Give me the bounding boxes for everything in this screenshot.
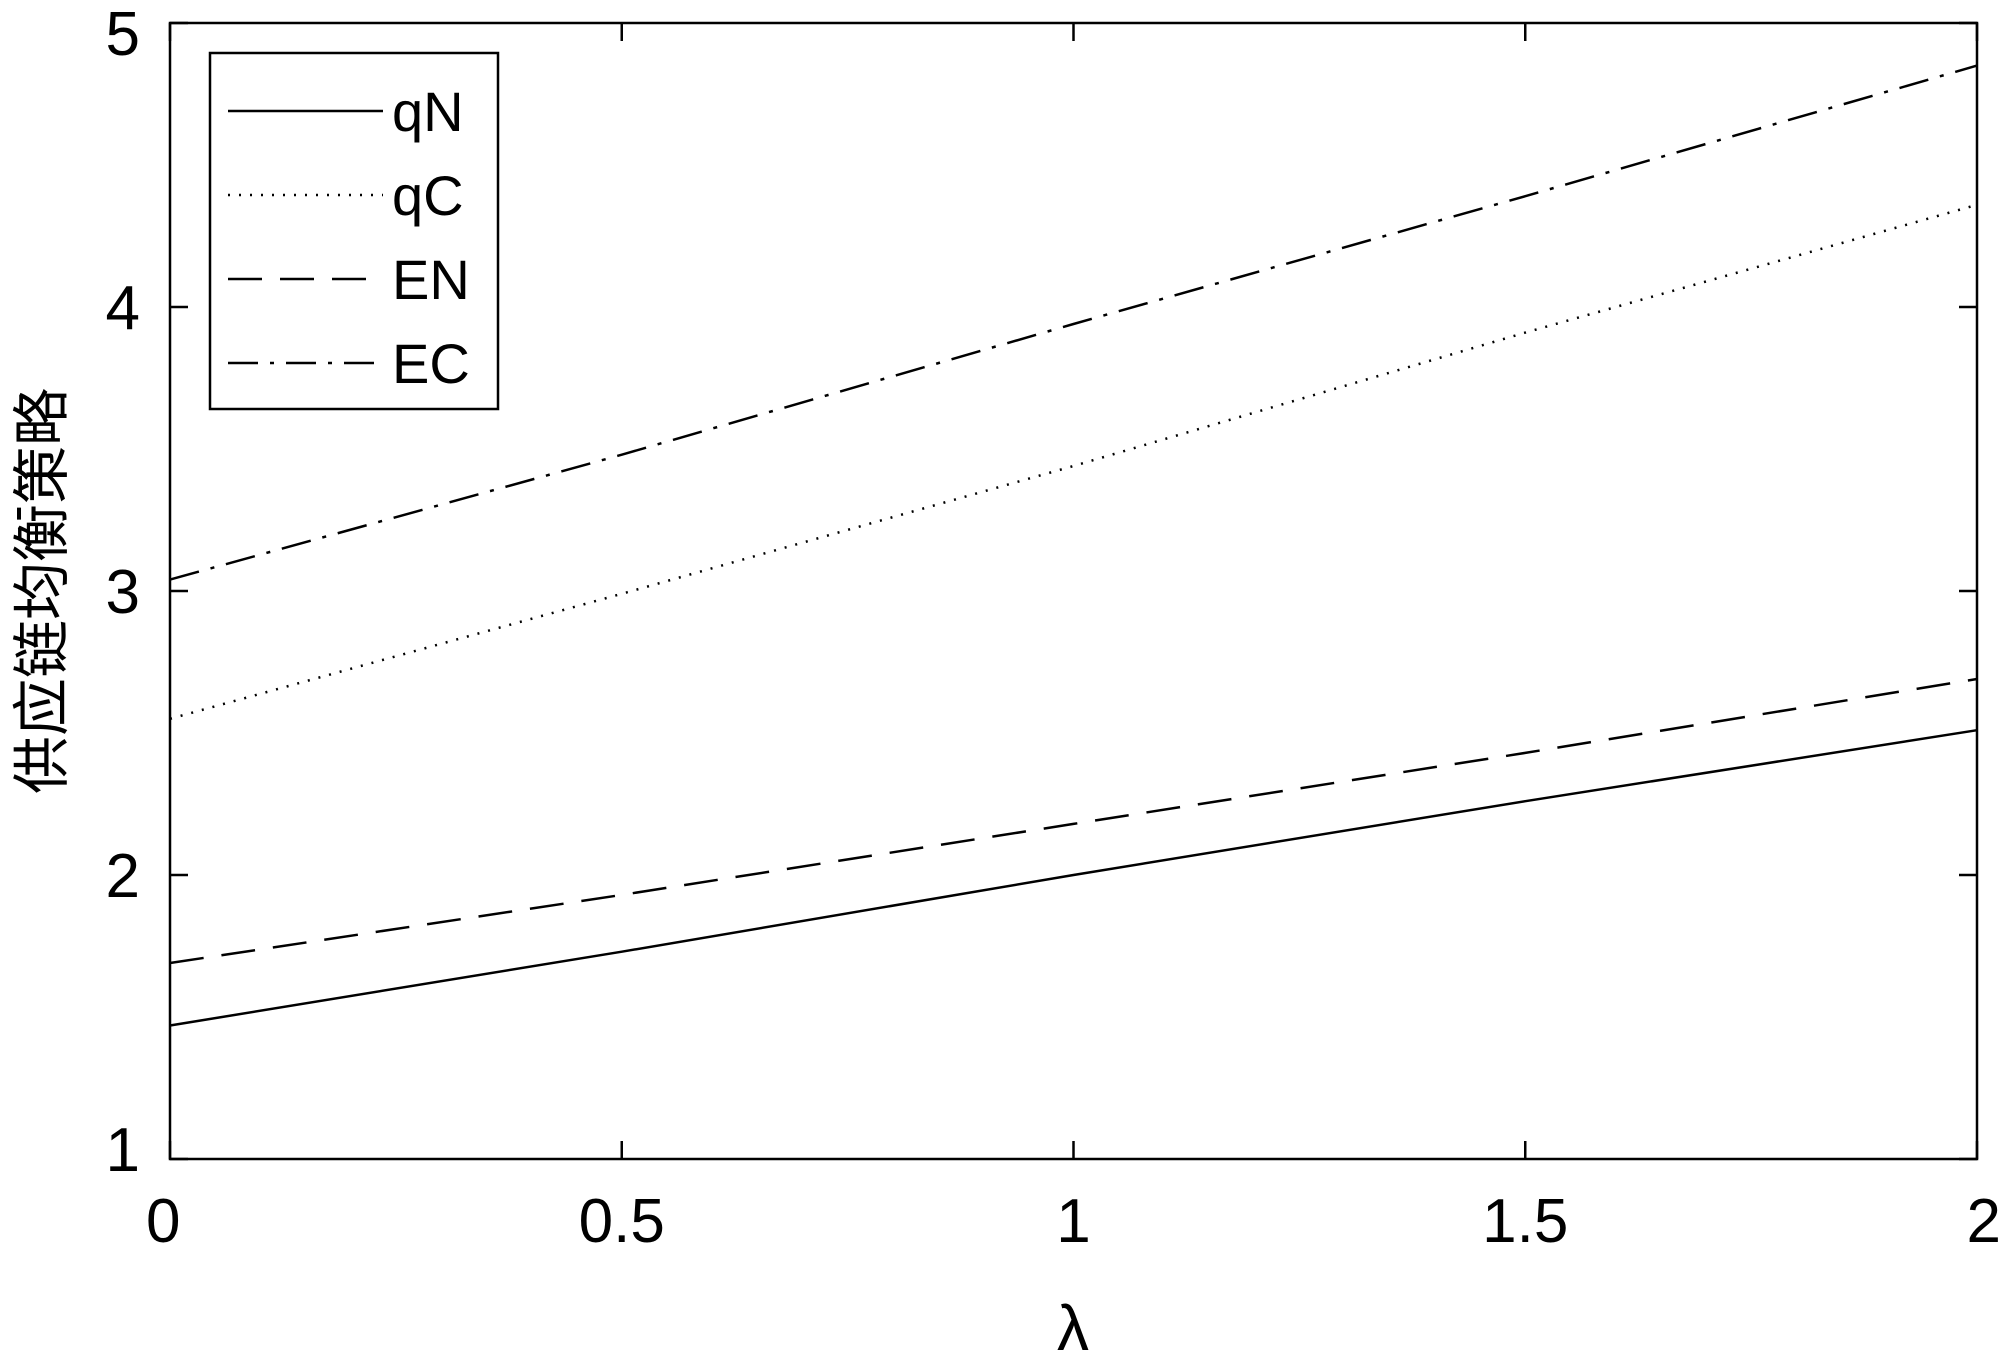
- legend-label-qC: qC: [392, 164, 464, 227]
- legend-label-qN: qN: [392, 80, 464, 143]
- y-tick-label: 3: [106, 558, 140, 627]
- legend: qN qC EN EC: [208, 51, 500, 411]
- legend-box: [208, 51, 500, 411]
- y-tick-label: 1: [106, 1116, 140, 1185]
- series-line-EC: [169, 64, 1978, 581]
- y-tick-label: 5: [106, 0, 140, 69]
- series-line-qN: [169, 728, 1978, 1027]
- series-line-EN: [169, 677, 1978, 965]
- x-tick-label: 1: [1056, 1187, 1090, 1256]
- x-tick-label: 2: [1967, 1187, 2000, 1256]
- series-lines: [169, 64, 1978, 1027]
- x-tick-label: 0.5: [579, 1187, 665, 1256]
- x-tick-label: 1.5: [1482, 1187, 1568, 1256]
- legend-label-EC: EC: [392, 332, 470, 395]
- x-tick-label: 0: [146, 1187, 180, 1256]
- x-axis-label: λ: [1057, 1292, 1089, 1364]
- axis-ticks: 0 0.5 1 1.5 2 1 2 3 4 5: [106, 0, 2000, 1256]
- legend-label-EN: EN: [392, 248, 470, 311]
- y-tick-label: 2: [106, 842, 140, 911]
- y-axis-label: 供应链均衡策略: [10, 388, 75, 794]
- y-tick-label: 4: [106, 274, 140, 343]
